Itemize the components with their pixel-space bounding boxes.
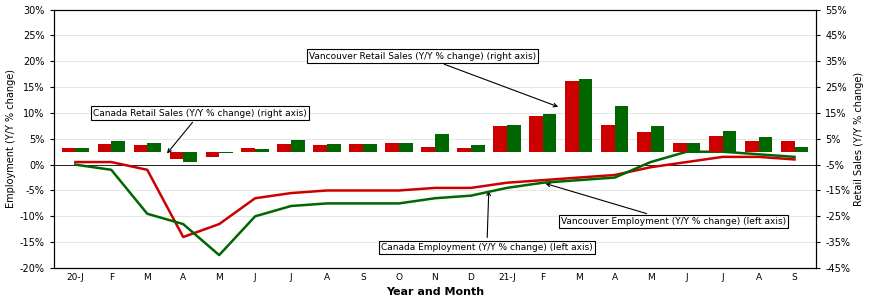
Bar [686,143,700,152]
Y-axis label: Retail Sales (Y/Y % change): Retail Sales (Y/Y % change) [853,72,864,206]
Bar [493,126,507,152]
Bar [507,125,520,152]
Text: Vancouver Employment (Y/Y % change) (left axis): Vancouver Employment (Y/Y % change) (lef… [546,183,785,226]
Bar [457,148,470,152]
Bar [183,152,196,162]
Bar [147,143,161,152]
Bar [62,148,76,152]
Bar [399,143,412,152]
Bar [673,143,686,152]
Bar [470,145,484,152]
Bar [636,132,650,152]
Bar [277,144,291,152]
Bar [434,134,448,152]
Bar [578,79,592,152]
Bar [650,126,664,152]
Bar [708,136,722,152]
Bar [528,115,542,152]
Bar [744,142,758,152]
Bar [349,144,362,152]
Bar [242,148,255,152]
Bar [219,152,233,153]
Bar [722,131,735,152]
Bar [205,152,219,157]
Bar [600,125,614,152]
Bar [385,143,399,152]
Text: Vancouver Retail Sales (Y/Y % change) (right axis): Vancouver Retail Sales (Y/Y % change) (r… [308,52,556,107]
Bar [169,152,183,159]
Bar [134,145,147,152]
Bar [291,140,304,152]
Bar [780,142,793,152]
Bar [793,147,807,152]
Bar [542,114,556,152]
Bar [421,147,434,152]
Bar [313,145,327,152]
Bar [255,149,269,152]
Y-axis label: Employment (Y/Y % change): Employment (Y/Y % change) [5,69,16,208]
Bar [97,144,111,152]
Bar [758,138,772,152]
Text: Canada Retail Sales (Y/Y % change) (right axis): Canada Retail Sales (Y/Y % change) (righ… [93,108,307,152]
X-axis label: Year and Month: Year and Month [386,288,483,298]
Bar [614,106,627,152]
Text: Canada Employment (Y/Y % change) (left axis): Canada Employment (Y/Y % change) (left a… [381,192,592,252]
Bar [327,144,341,152]
Bar [565,81,578,152]
Bar [76,148,89,152]
Bar [362,144,376,152]
Bar [111,142,125,152]
